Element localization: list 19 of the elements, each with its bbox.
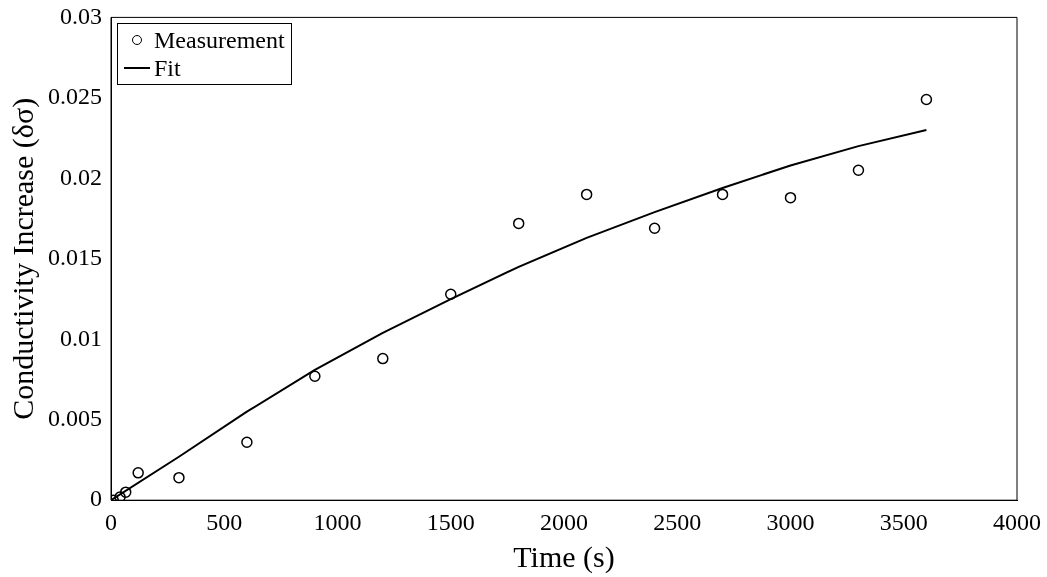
x-tick-label: 500 xyxy=(206,508,243,535)
legend-label: Fit xyxy=(154,54,181,83)
y-tick-label: 0.03 xyxy=(60,2,102,29)
x-tick-label: 3000 xyxy=(766,508,815,535)
y-tick-label: 0.015 xyxy=(48,244,102,271)
legend-label: Measurement xyxy=(154,26,285,55)
x-tick-label: 3500 xyxy=(879,508,928,535)
x-tick-label: 2000 xyxy=(540,508,588,535)
y-tick-label: 0.02 xyxy=(60,163,102,190)
y-tick-label: 0.005 xyxy=(48,405,102,432)
y-tick-label: 0.025 xyxy=(48,83,102,110)
x-axis-title: Time (s) xyxy=(513,539,615,574)
x-tick-label: 2500 xyxy=(653,508,702,535)
x-tick-label: 1000 xyxy=(313,508,362,535)
x-tick-label: 1500 xyxy=(426,508,475,535)
x-tick-label: 4000 xyxy=(993,508,1041,535)
y-axis-title: Conductivity Increase (δσ) xyxy=(5,97,40,420)
y-tick-label: 0.01 xyxy=(60,324,102,351)
y-tick-label: 0 xyxy=(90,485,102,512)
